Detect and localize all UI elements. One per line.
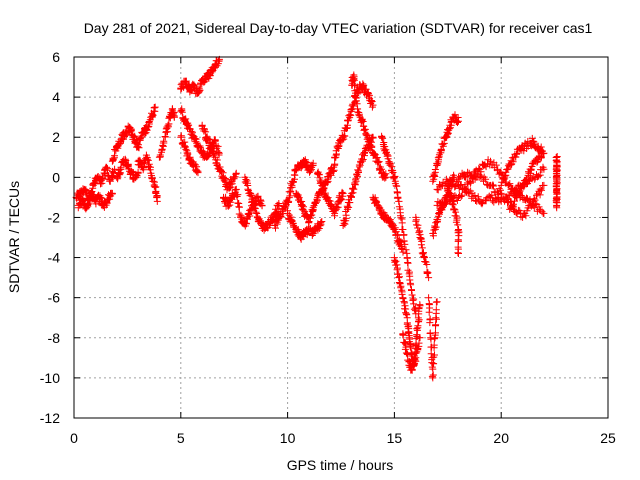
y-tick-label: -4 bbox=[48, 250, 61, 266]
y-axis-label: SDTVAR / TECUs bbox=[6, 181, 22, 293]
x-tick-label: 15 bbox=[387, 430, 403, 446]
y-tick-label: -10 bbox=[40, 370, 60, 386]
x-tick-label: 20 bbox=[493, 430, 509, 446]
y-tick-label: -12 bbox=[40, 410, 60, 426]
y-tick-label: -2 bbox=[48, 209, 61, 225]
x-axis-label: GPS time / hours bbox=[287, 457, 394, 473]
y-tick-label: 0 bbox=[52, 169, 60, 185]
grid-lines bbox=[74, 57, 608, 418]
y-tick-label: 4 bbox=[52, 89, 60, 105]
y-tick-label: 2 bbox=[52, 129, 60, 145]
data-point-markers bbox=[72, 55, 561, 382]
plot-frame bbox=[73, 56, 609, 419]
x-tick-label: 5 bbox=[177, 430, 185, 446]
y-tick-label: -6 bbox=[48, 290, 61, 306]
y-tick-label: -8 bbox=[48, 330, 61, 346]
x-tick-label: 10 bbox=[280, 430, 296, 446]
chart-title: Day 281 of 2021, Sidereal Day-to-day VTE… bbox=[84, 20, 593, 36]
y-tick-label: 6 bbox=[52, 49, 60, 65]
axis-ticks: 0 5 10 15 20 25 -12 -10 -8 -6 -4 -2 0 2 4 6 bbox=[40, 49, 616, 446]
x-tick-label: 0 bbox=[70, 430, 78, 446]
x-tick-label: 25 bbox=[600, 430, 616, 446]
data-points bbox=[72, 55, 561, 382]
